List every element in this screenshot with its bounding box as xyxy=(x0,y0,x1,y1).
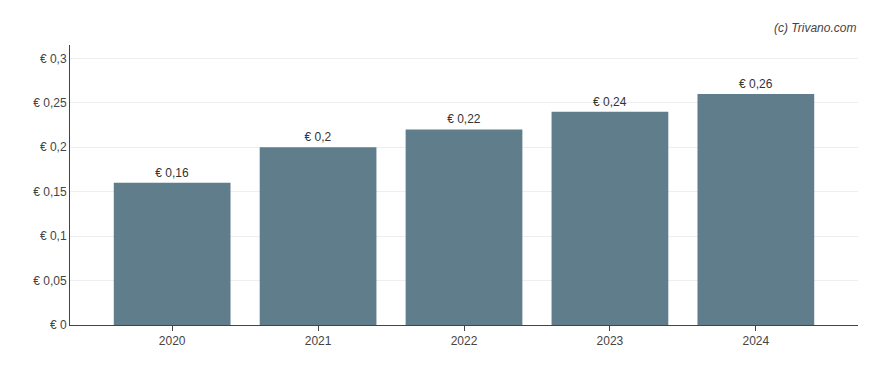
svg-text:€ 0: € 0 xyxy=(50,318,67,332)
svg-text:€ 0,3: € 0,3 xyxy=(40,52,67,66)
svg-text:€ 0,25: € 0,25 xyxy=(33,96,67,110)
svg-text:€ 0,22: € 0,22 xyxy=(447,112,481,126)
svg-text:€ 0,2: € 0,2 xyxy=(40,140,67,154)
svg-text:€ 0,05: € 0,05 xyxy=(33,274,67,288)
svg-text:€ 0,1: € 0,1 xyxy=(40,229,67,243)
svg-text:2023: 2023 xyxy=(597,334,624,348)
svg-text:2022: 2022 xyxy=(451,334,478,348)
svg-text:2020: 2020 xyxy=(159,334,186,348)
svg-text:€ 0,16: € 0,16 xyxy=(155,166,189,180)
svg-text:(c) Trivano.com: (c) Trivano.com xyxy=(774,21,856,35)
svg-text:2021: 2021 xyxy=(305,334,332,348)
svg-text:2024: 2024 xyxy=(742,334,769,348)
svg-text:€ 0,15: € 0,15 xyxy=(33,185,67,199)
svg-text:€ 0,26: € 0,26 xyxy=(739,77,773,91)
svg-text:€ 0,24: € 0,24 xyxy=(593,95,627,109)
svg-text:€ 0,2: € 0,2 xyxy=(305,130,332,144)
